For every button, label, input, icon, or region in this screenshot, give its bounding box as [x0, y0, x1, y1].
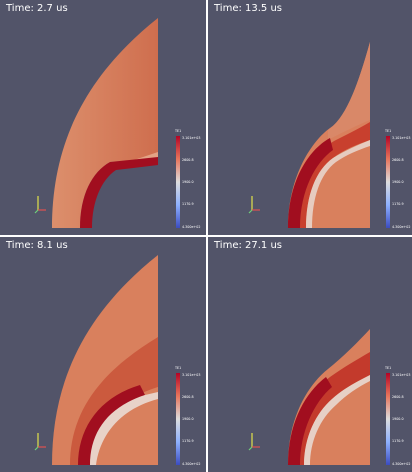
red-band: [292, 352, 370, 465]
colorbar: [176, 136, 180, 228]
mid-red-band: [298, 122, 370, 228]
thin-band: [304, 375, 370, 465]
time-label: Time: 27.1 us: [214, 240, 283, 251]
sim-panel-1: Time: 2.7 us TE1 3.101e+03 2600.8 1900.0…: [0, 0, 206, 235]
upper-plume: [328, 42, 370, 140]
thin-band: [90, 392, 158, 465]
sim-panel-3: Time: 8.1 us TE1 3.101e+03 2600.8 1900.0…: [0, 237, 206, 472]
time-label: Time: 13.5 us: [214, 3, 283, 14]
colorbar: [386, 373, 390, 465]
hot-wall-layer: [80, 157, 158, 228]
panel-3-render: [52, 255, 180, 465]
shock-layer: [52, 18, 158, 228]
time-label: Time: 2.7 us: [6, 3, 68, 14]
panel-2-render: [288, 42, 390, 228]
hot-wall-layer: [288, 138, 333, 228]
panel-1-render: [52, 18, 180, 228]
time-label: Time: 8.1 us: [6, 240, 68, 251]
thin-band: [306, 140, 370, 228]
colorbar: [176, 373, 180, 465]
hot-wall-layer: [288, 377, 332, 465]
sim-panel-2: Time: 13.5 us TE1 3.101e+03 2600.8 1900.…: [208, 0, 412, 235]
panel-4-render: [288, 329, 390, 465]
hot-wall-layer: [78, 385, 145, 465]
sim-panel-4: Time: 27.1 us TE1 3.101e+03 2600.8 1900.…: [208, 237, 412, 472]
shock-layer: [52, 255, 158, 465]
colorbar: [386, 136, 390, 228]
